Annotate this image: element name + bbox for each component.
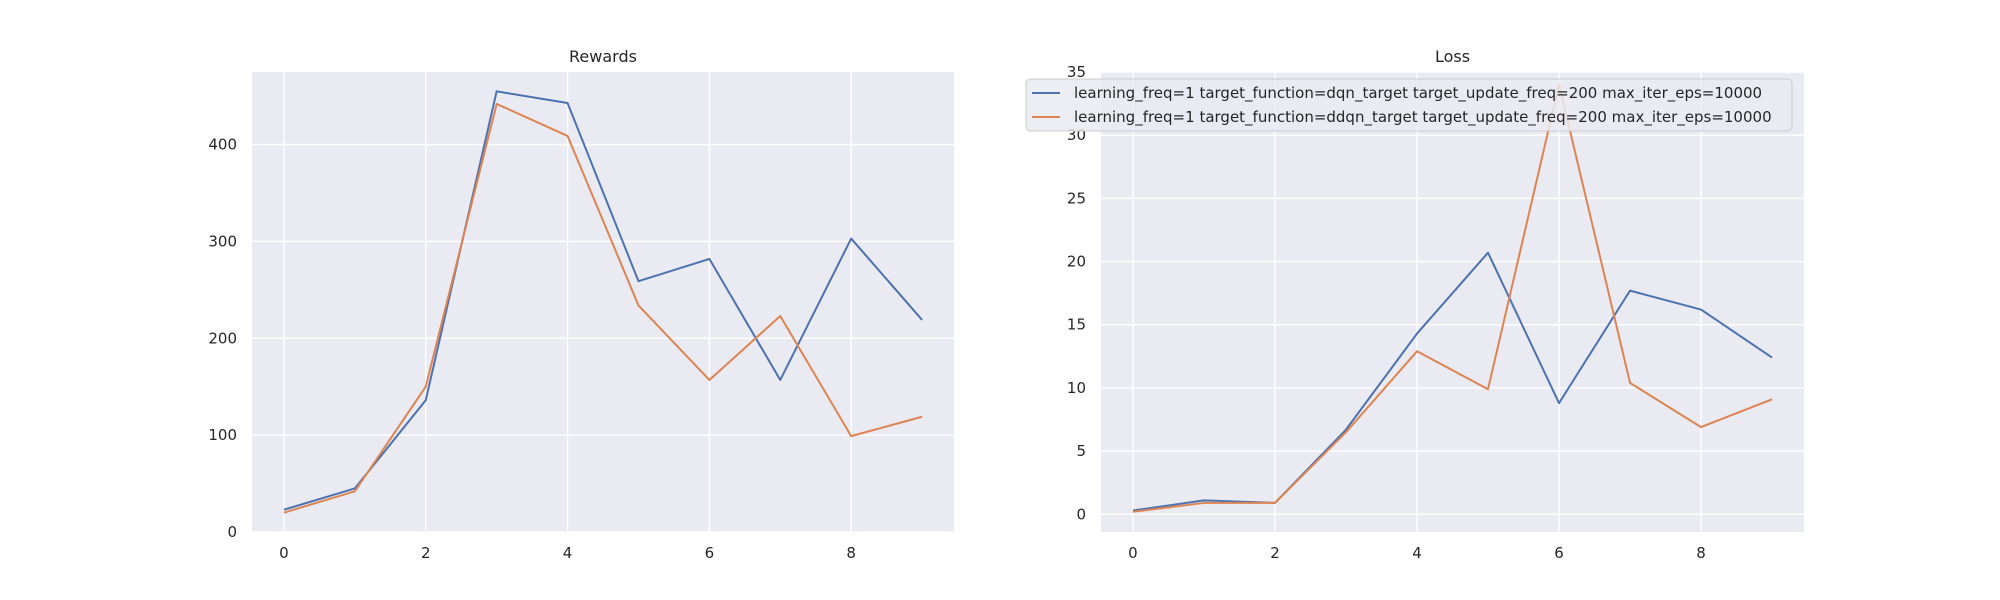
rewards-chart: 0 2 4 6 8 0 100 200 300 400 Rewards [208, 47, 954, 562]
loss-xtick-4: 4 [1412, 544, 1422, 562]
loss-xtick-0: 0 [1128, 544, 1138, 562]
legend: learning_freq=1 target_function=dqn_targ… [1025, 78, 1793, 132]
rewards-ytick-300: 300 [208, 232, 237, 250]
rewards-xtick-8: 8 [846, 544, 856, 562]
loss-ytick-15: 15 [1067, 316, 1086, 334]
loss-xtick-8: 8 [1696, 544, 1706, 562]
loss-series-ddqn-line [1132, 83, 1773, 513]
rewards-xtick-2: 2 [421, 544, 431, 562]
rewards-xtick-4: 4 [563, 544, 573, 562]
loss-ytick-20: 20 [1067, 253, 1086, 271]
rewards-ytick-100: 100 [208, 426, 237, 444]
loss-series-dqn-line [1132, 251, 1773, 512]
loss-ytick-0: 0 [1076, 505, 1086, 523]
rewards-xtick-0: 0 [279, 544, 289, 562]
rewards-ytick-200: 200 [208, 329, 237, 347]
loss-ytick-5: 5 [1076, 442, 1086, 460]
rewards-xtick-6: 6 [705, 544, 715, 562]
rewards-ytick-400: 400 [208, 136, 237, 154]
loss-title: Loss [1435, 47, 1470, 66]
rewards-title: Rewards [569, 47, 637, 66]
loss-plot-area [1101, 72, 1804, 532]
legend-label-dqn: learning_freq=1 target_function=dqn_targ… [1074, 84, 1762, 103]
rewards-plot-area [252, 72, 954, 532]
loss-ytick-25: 25 [1067, 189, 1086, 207]
legend-box [1025, 78, 1793, 132]
rewards-series-ddqn-line [283, 102, 923, 514]
loss-ytick-10: 10 [1067, 379, 1086, 397]
loss-xtick-6: 6 [1554, 544, 1564, 562]
legend-label-ddqn: learning_freq=1 target_function=ddqn_tar… [1074, 108, 1772, 127]
loss-xtick-2: 2 [1270, 544, 1280, 562]
rewards-ytick-0: 0 [227, 523, 237, 541]
loss-ytick-35: 35 [1067, 63, 1086, 81]
rewards-series-dqn-line [283, 90, 923, 511]
